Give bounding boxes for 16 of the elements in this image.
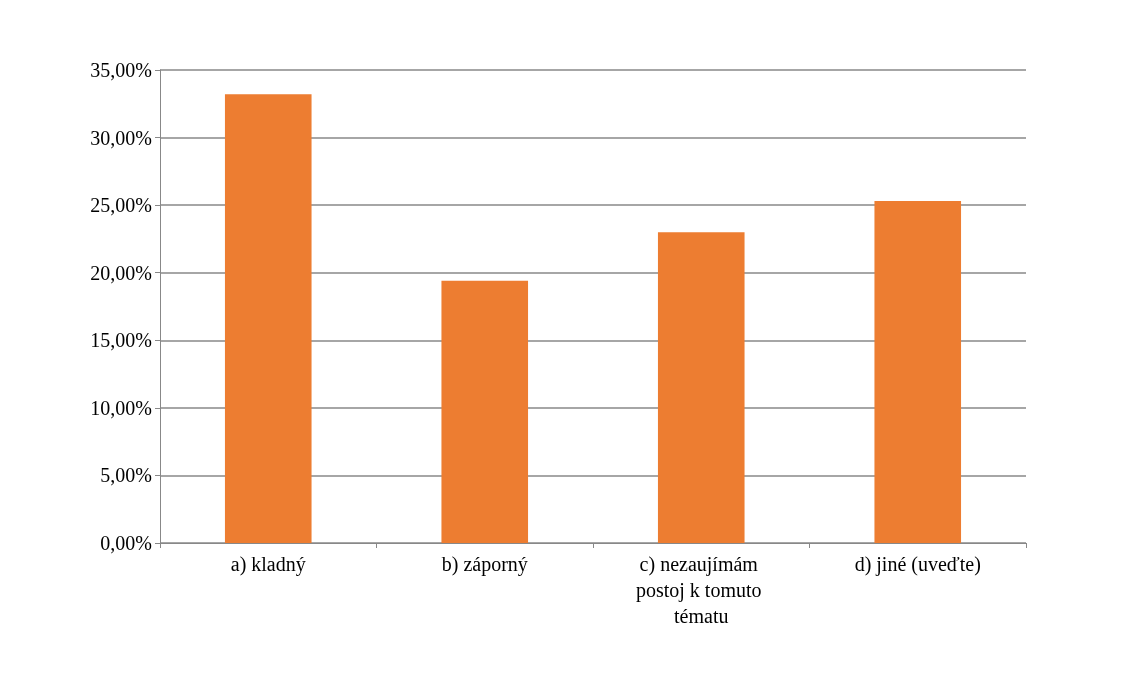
y-tick-label: 25,00% [90,194,152,217]
x-tick-label: c) nezaujímám postoj k tomuto tématu [635,553,767,627]
y-tick-label: 0,00% [100,532,152,554]
bar [441,280,529,543]
x-tick-label: b) záporný [441,553,528,576]
bar [224,94,312,543]
bar [874,201,962,543]
y-tick-label: 30,00% [90,126,152,149]
x-tick-label: a) kladný [230,553,306,576]
y-tick-label: 5,00% [100,464,152,487]
y-tick-label: 15,00% [90,329,152,352]
y-tick-label: 20,00% [90,261,152,284]
x-tick-label: d) jiné (uveďte) [854,553,981,576]
y-tick-label: 10,00% [90,396,152,419]
bar [657,232,745,543]
y-tick-label: 35,00% [90,59,152,81]
